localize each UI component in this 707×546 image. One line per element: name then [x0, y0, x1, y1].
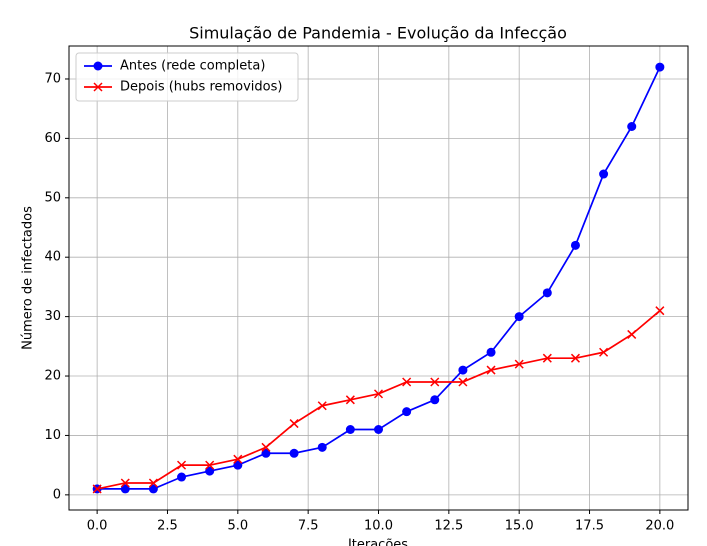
y-tick-label: 70: [44, 71, 61, 86]
marker: [261, 442, 271, 452]
x-tick-label: 12.5: [434, 519, 463, 534]
marker: [627, 122, 637, 132]
marker: [345, 424, 355, 434]
marker: [177, 472, 187, 482]
marker: [599, 347, 609, 357]
marker: [486, 347, 496, 357]
marker: [205, 466, 215, 476]
y-tick-label: 0: [53, 487, 61, 502]
marker: [458, 365, 468, 375]
legend-box: [75, 52, 299, 102]
marker: [233, 454, 243, 464]
marker: [402, 377, 412, 387]
legend-marker: [93, 61, 103, 71]
y-tick-label: 30: [44, 309, 61, 324]
marker: [570, 353, 580, 363]
x-tick-label: 5.0: [227, 519, 248, 534]
chart-title: Simulação de Pandemia - Evolução da Infe…: [189, 24, 567, 43]
marker: [542, 353, 552, 363]
marker: [570, 240, 580, 250]
marker: [317, 401, 327, 411]
marker: [92, 484, 102, 494]
marker: [599, 169, 609, 179]
y-tick-label: 40: [44, 250, 61, 265]
marker: [373, 389, 384, 399]
marker: [458, 377, 468, 387]
marker: [430, 377, 440, 387]
x-tick-label: 7.5: [298, 519, 319, 534]
plot-frame: [68, 45, 689, 511]
marker: [233, 460, 243, 470]
marker: [542, 288, 552, 298]
marker: [289, 419, 299, 429]
marker: [317, 442, 327, 452]
marker: [289, 448, 299, 458]
y-tick-label: 10: [44, 428, 61, 443]
marker: [486, 365, 496, 375]
x-tick-label: 2.5: [157, 519, 178, 534]
marker: [514, 312, 524, 322]
x-tick-label: 20.0: [645, 519, 674, 534]
x-tick-label: 0.0: [87, 519, 108, 534]
marker: [655, 306, 665, 316]
marker: [261, 448, 271, 458]
legend-label: Depois (hubs removidos): [120, 80, 282, 95]
marker: [655, 62, 665, 72]
x-tick-label: 10.0: [364, 519, 393, 534]
marker: [374, 424, 383, 434]
marker: [205, 460, 215, 470]
x-tick-label: 17.5: [575, 519, 604, 534]
y-tick-label: 20: [44, 369, 61, 384]
x-axis-label: Iterações: [348, 538, 408, 546]
marker: [148, 478, 158, 488]
legend-label: Antes (rede completa): [120, 59, 265, 74]
marker: [148, 484, 158, 494]
y-axis-label: Número de infectados: [21, 206, 36, 350]
x-tick-label: 15.0: [505, 519, 534, 534]
marker: [120, 484, 130, 494]
marker: [345, 395, 355, 405]
y-tick-label: 50: [44, 190, 61, 205]
marker: [402, 407, 412, 417]
marker: [627, 329, 637, 339]
marker: [120, 478, 130, 488]
y-tick-label: 60: [44, 131, 61, 146]
legend-marker: [93, 82, 103, 92]
marker: [430, 395, 440, 405]
marker: [177, 460, 187, 470]
marker: [514, 359, 524, 369]
